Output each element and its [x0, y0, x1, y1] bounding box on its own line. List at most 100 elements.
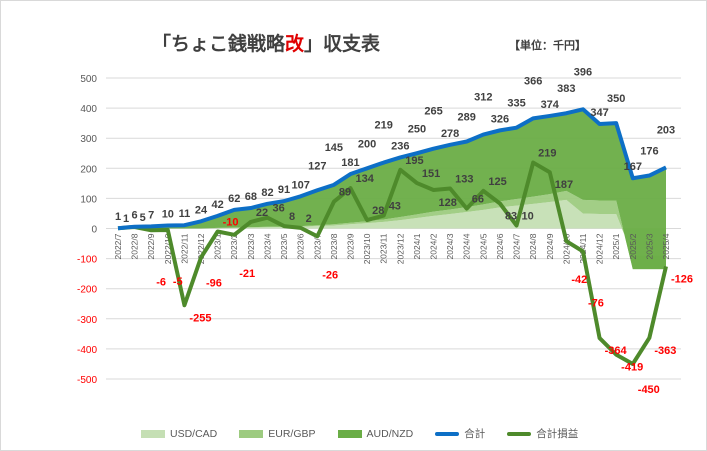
total-data-label: 236 [391, 140, 409, 152]
total-data-label: 11 [179, 208, 191, 220]
legend: USD/CAD EUR/GBP AUD/NZD 合計 合計損益 [141, 426, 578, 441]
legend-pl: 合計損益 [507, 426, 578, 441]
x-tick-label: 2024/5 [478, 233, 488, 259]
pl-data-label: 22 [256, 207, 268, 219]
pl-data-label: 2 [306, 213, 312, 225]
total-data-label: 42 [212, 199, 224, 211]
total-data-label: 91 [278, 184, 290, 196]
pl-data-label: 5 [140, 212, 146, 224]
total-data-label: 62 [228, 193, 240, 205]
x-tick-label: 2024/1 [412, 233, 422, 259]
pl-data-label: 133 [455, 173, 473, 185]
y-tick-label: -300 [77, 315, 97, 326]
y-tick-label: 100 [80, 194, 97, 205]
x-tick-label: 2024/4 [462, 233, 472, 259]
x-tick-label: 2023/6 [296, 233, 306, 259]
total-data-label: 203 [657, 124, 675, 136]
pl-data-label: 1 [123, 213, 129, 225]
pl-line [117, 160, 668, 366]
x-tick-label: 2023/12 [395, 233, 405, 264]
x-tick-label: 2022/10 [163, 233, 173, 264]
total-data-label: 250 [408, 123, 426, 135]
x-tick-label: 2022/11 [179, 233, 189, 263]
pl-data-label: 195 [405, 155, 423, 167]
pl-data-label: 43 [389, 201, 401, 213]
chart-title: 「ちょこ銭戦略改」収支表 [1, 29, 531, 56]
total-data-label: 200 [358, 138, 376, 150]
legend-label: USD/CAD [170, 427, 218, 440]
legend-audnzd: AUD/NZD [337, 426, 414, 441]
title-suffix: 」収支表 [304, 33, 381, 55]
x-tick-label: 2022/8 [130, 233, 140, 259]
legend-label: EUR/GBP [268, 427, 316, 440]
x-tick-label: 2023/4 [262, 233, 272, 259]
y-tick-label: 400 [80, 104, 97, 115]
x-tick-label: 2024/8 [528, 233, 538, 259]
legend-swatch [507, 431, 532, 436]
pl-data-label: 187 [555, 179, 573, 191]
x-tick-label: 2025/3 [644, 233, 654, 259]
x-tick-label: 2024/2 [429, 233, 439, 259]
y-tick-label: -100 [77, 255, 97, 266]
x-tick-label: 2023/8 [329, 233, 339, 259]
x-tick-label: 2025/2 [628, 233, 638, 259]
x-tick-label: 2023/11 [379, 233, 389, 263]
legend-eurgbp: EUR/GBP [239, 426, 316, 441]
total-data-label: 350 [607, 93, 625, 105]
pl-data-label: 28 [372, 205, 384, 217]
legend-label: AUD/NZD [366, 427, 414, 440]
total-data-label: 68 [245, 191, 257, 203]
x-tick-label: 2022/7 [113, 233, 123, 259]
legend-total: 合計 [435, 426, 485, 441]
total-data-label: 312 [474, 92, 492, 104]
total-data-label: 383 [557, 83, 575, 95]
pl-data-label: 8 [289, 211, 295, 223]
pl-data-label: 10 [522, 210, 534, 222]
legend-swatch [239, 429, 264, 438]
y-tick-label: 200 [80, 164, 97, 175]
pl-data-label: 36 [272, 203, 284, 215]
total-data-label: 374 [541, 99, 560, 111]
total-data-label: 326 [491, 113, 509, 125]
legend-label: 合計損益 [536, 428, 579, 440]
legend-label: 合計 [464, 428, 486, 440]
x-tick-label: 2024/3 [445, 233, 455, 259]
total-data-label: 127 [308, 160, 326, 172]
x-tick-label: 2023/2 [229, 233, 239, 259]
total-data-label: 176 [640, 146, 658, 158]
total-data-label: 335 [507, 98, 525, 110]
total-data-label: 265 [424, 106, 442, 118]
legend-swatch [141, 429, 165, 438]
pl-data-label: -96 [206, 277, 222, 289]
pl-data-label: -5 [173, 276, 183, 288]
pl-data-label: 134 [355, 173, 374, 185]
x-tick-label: 2023/9 [345, 233, 355, 259]
title-text: 「ちょこ銭戦略 [151, 33, 285, 55]
total-data-label: 278 [441, 128, 459, 140]
legend-usdcad: USD/CAD [141, 426, 217, 441]
pl-data-label: -42 [571, 274, 587, 286]
x-tick-label: 2024/11 [578, 233, 588, 263]
total-data-label: 396 [574, 66, 592, 78]
y-tick-label: 300 [80, 134, 97, 145]
unit-label: 【単位：千円】 [509, 39, 586, 52]
pl-data-label: 66 [472, 194, 484, 206]
pl-data-label: -364 [605, 345, 628, 357]
total-data-label: 6 [132, 210, 138, 222]
y-tick-label: 0 [91, 225, 97, 236]
total-data-label: 10 [162, 208, 174, 220]
pl-data-label: 128 [439, 197, 457, 209]
total-data-label: 219 [375, 120, 393, 132]
y-tick-label: 500 [80, 74, 97, 85]
area-usdcad [118, 199, 666, 256]
y-tick-label: -500 [77, 375, 97, 386]
total-line [117, 107, 667, 231]
x-tick-label: 2023/3 [246, 233, 256, 259]
pl-data-label: -76 [588, 297, 604, 309]
y-tick-label: -200 [77, 285, 97, 296]
pl-data-label: 219 [538, 148, 556, 160]
total-data-label: 107 [291, 179, 309, 191]
total-data-label: 7 [148, 209, 154, 221]
